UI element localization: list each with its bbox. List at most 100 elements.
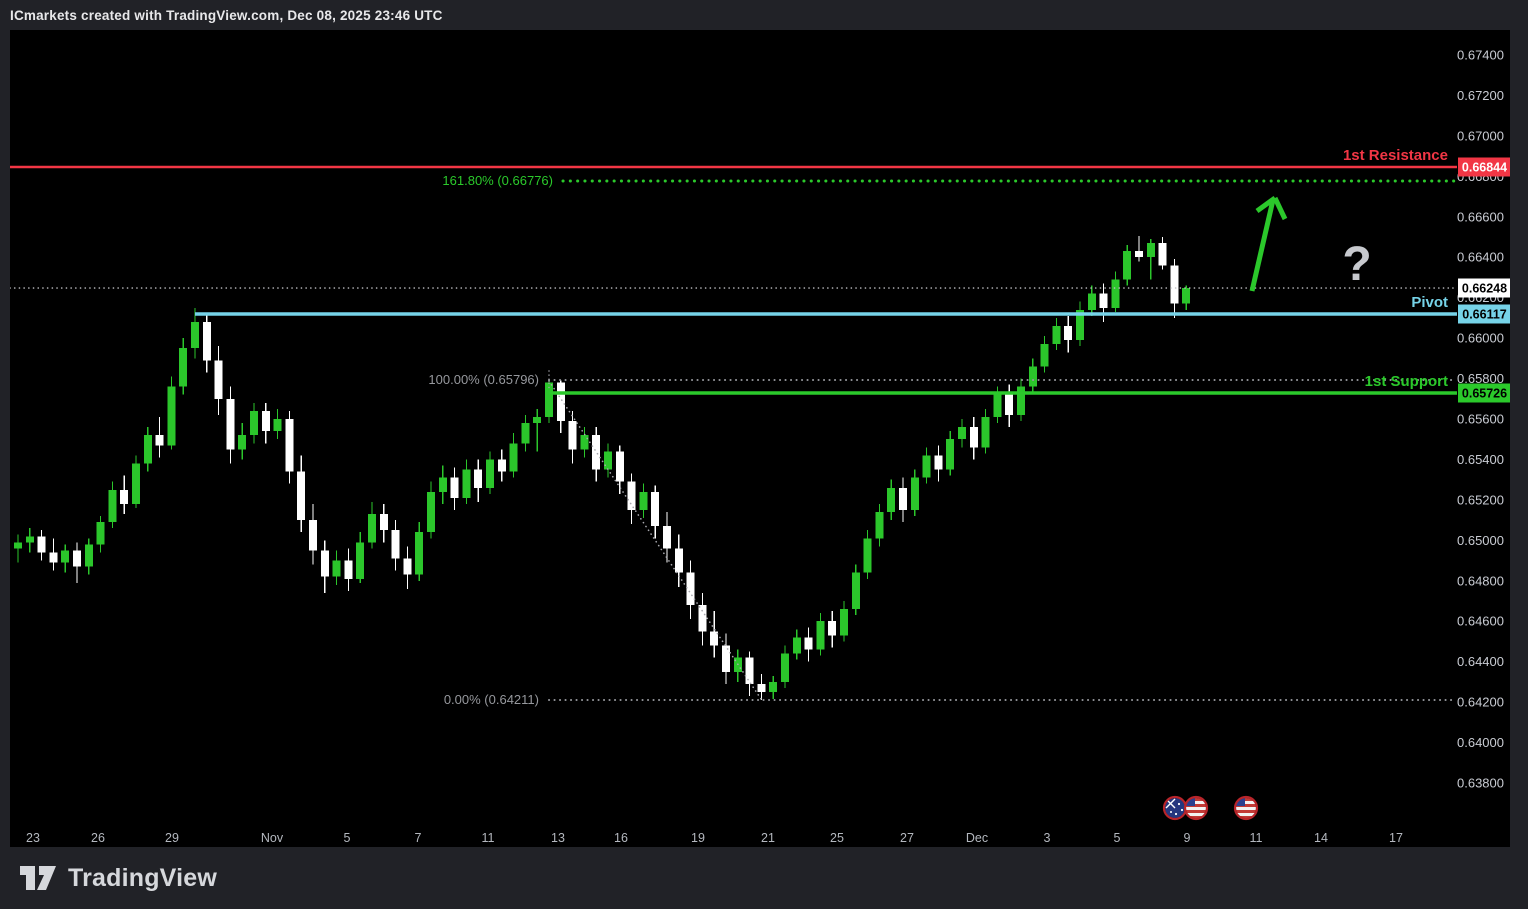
candle-body [261, 410, 270, 432]
candle-body [910, 477, 919, 510]
support-price-text: 0.65726 [1462, 387, 1507, 401]
candle-body [899, 487, 907, 510]
date-tick-label: 27 [900, 831, 914, 845]
candle-body [1099, 293, 1108, 308]
candle-body [285, 418, 294, 472]
candle-body [344, 560, 353, 579]
chart-attribution-text: ICmarkets created with TradingView.com, … [10, 7, 443, 23]
resistance-price-text: 0.66844 [1462, 161, 1507, 175]
candle-body [1005, 394, 1014, 415]
candle-body [722, 645, 730, 672]
candle-body [191, 321, 199, 349]
candle-body [1052, 325, 1061, 345]
date-tick-label: 14 [1314, 831, 1328, 845]
support-label: 1st Support [1365, 373, 1448, 390]
candle-body [934, 455, 943, 470]
chart-background [10, 30, 1510, 847]
candle-body [1146, 243, 1155, 258]
price-tick-label: 0.65200 [1457, 492, 1504, 507]
date-tick-label: 17 [1389, 831, 1403, 845]
candle-body [604, 451, 612, 470]
candle-body [533, 416, 542, 424]
candle-body [1076, 309, 1084, 341]
candle-body [958, 427, 966, 440]
candle-body [816, 621, 825, 650]
candle-body [379, 514, 388, 531]
candle-body [828, 621, 837, 636]
candle-body [663, 526, 671, 549]
date-tick-label: 25 [830, 831, 844, 845]
price-tick-label: 0.64600 [1457, 614, 1504, 629]
date-axis[interactable]: 23 26 29 Nov 5 7 11 13 16 19 21 25 27 Dec 3 5 9 11 14 17 [26, 831, 1403, 845]
price-tick-label: 0.64000 [1457, 735, 1504, 750]
pivot-label: Pivot [1411, 294, 1448, 311]
fib-0-label: 0.00% (0.64211) [444, 692, 539, 707]
candle-body [167, 386, 176, 446]
candle-body [745, 657, 754, 684]
candle-body [627, 481, 636, 510]
chart-canvas[interactable]: 161.80% (0.66776) 100.00% (0.65796) 0.00… [10, 30, 1510, 847]
date-tick-label: 5 [344, 831, 351, 845]
candle-body [226, 398, 235, 450]
date-tick-label: 7 [415, 831, 422, 845]
date-tick-label: 21 [761, 831, 775, 845]
candle-body [462, 469, 471, 498]
candle-body [49, 552, 58, 563]
candle-body [674, 548, 683, 573]
pivot-price-text: 0.66117 [1462, 308, 1507, 322]
date-tick-label: 13 [551, 831, 565, 845]
chart-attribution: ICmarkets created with TradingView.com, … [10, 0, 443, 30]
tradingview-logo[interactable]: TradingView [16, 863, 217, 893]
candle-body [96, 522, 105, 545]
tradingview-logo-text: TradingView [68, 863, 218, 892]
usd-event-flag-icon [1233, 795, 1259, 821]
date-tick-label: 16 [614, 831, 628, 845]
date-tick-label: 29 [165, 831, 179, 845]
candle-body [486, 459, 494, 488]
candle-body [61, 550, 70, 563]
candle-body [403, 558, 412, 575]
usd-flag-icon [1183, 795, 1209, 821]
candle-body [1158, 243, 1167, 266]
candle-body [1182, 287, 1191, 304]
price-tick-label: 0.63800 [1457, 775, 1504, 790]
candle-body [840, 609, 848, 636]
date-tick-label: 5 [1114, 831, 1121, 845]
candle-body [1040, 344, 1049, 367]
candle-body [509, 443, 518, 472]
candle-body [521, 423, 530, 444]
footer-bar: TradingView [0, 847, 1528, 909]
price-tick-label: 0.67400 [1457, 48, 1504, 63]
candle-body [84, 544, 93, 567]
candle-body [37, 536, 46, 553]
candle-body [580, 435, 589, 450]
date-tick-label: 3 [1044, 831, 1051, 845]
candle-body [415, 532, 424, 575]
candle-body [792, 637, 801, 654]
price-axis[interactable]: 0.674000.672000.670000.668000.666000.664… [1457, 48, 1504, 791]
candle-body [438, 477, 447, 492]
candle-body [332, 560, 341, 577]
date-tick-label: 11 [482, 831, 495, 845]
candle-body [710, 631, 719, 646]
candle-body [1017, 386, 1025, 415]
candle-body [922, 455, 931, 478]
resistance-price-tag: 0.66844 [1458, 157, 1510, 177]
candle-body [545, 382, 553, 417]
candle-body [757, 683, 766, 692]
candle-body [1123, 251, 1132, 280]
price-tick-label: 0.67000 [1457, 128, 1504, 143]
current-price-text: 0.66248 [1462, 282, 1507, 296]
candle-body [450, 477, 459, 498]
candle-body [781, 653, 789, 682]
candle-body [143, 435, 152, 464]
fib-161-label: 161.80% (0.66776) [442, 173, 553, 188]
candle-body [651, 491, 660, 527]
candle-body [309, 520, 317, 551]
price-tick-label: 0.65400 [1457, 452, 1504, 467]
candle-body [1087, 293, 1096, 310]
candle-body [592, 435, 601, 470]
candle-body [368, 514, 376, 543]
question-mark-annotation: ? [1342, 238, 1371, 291]
